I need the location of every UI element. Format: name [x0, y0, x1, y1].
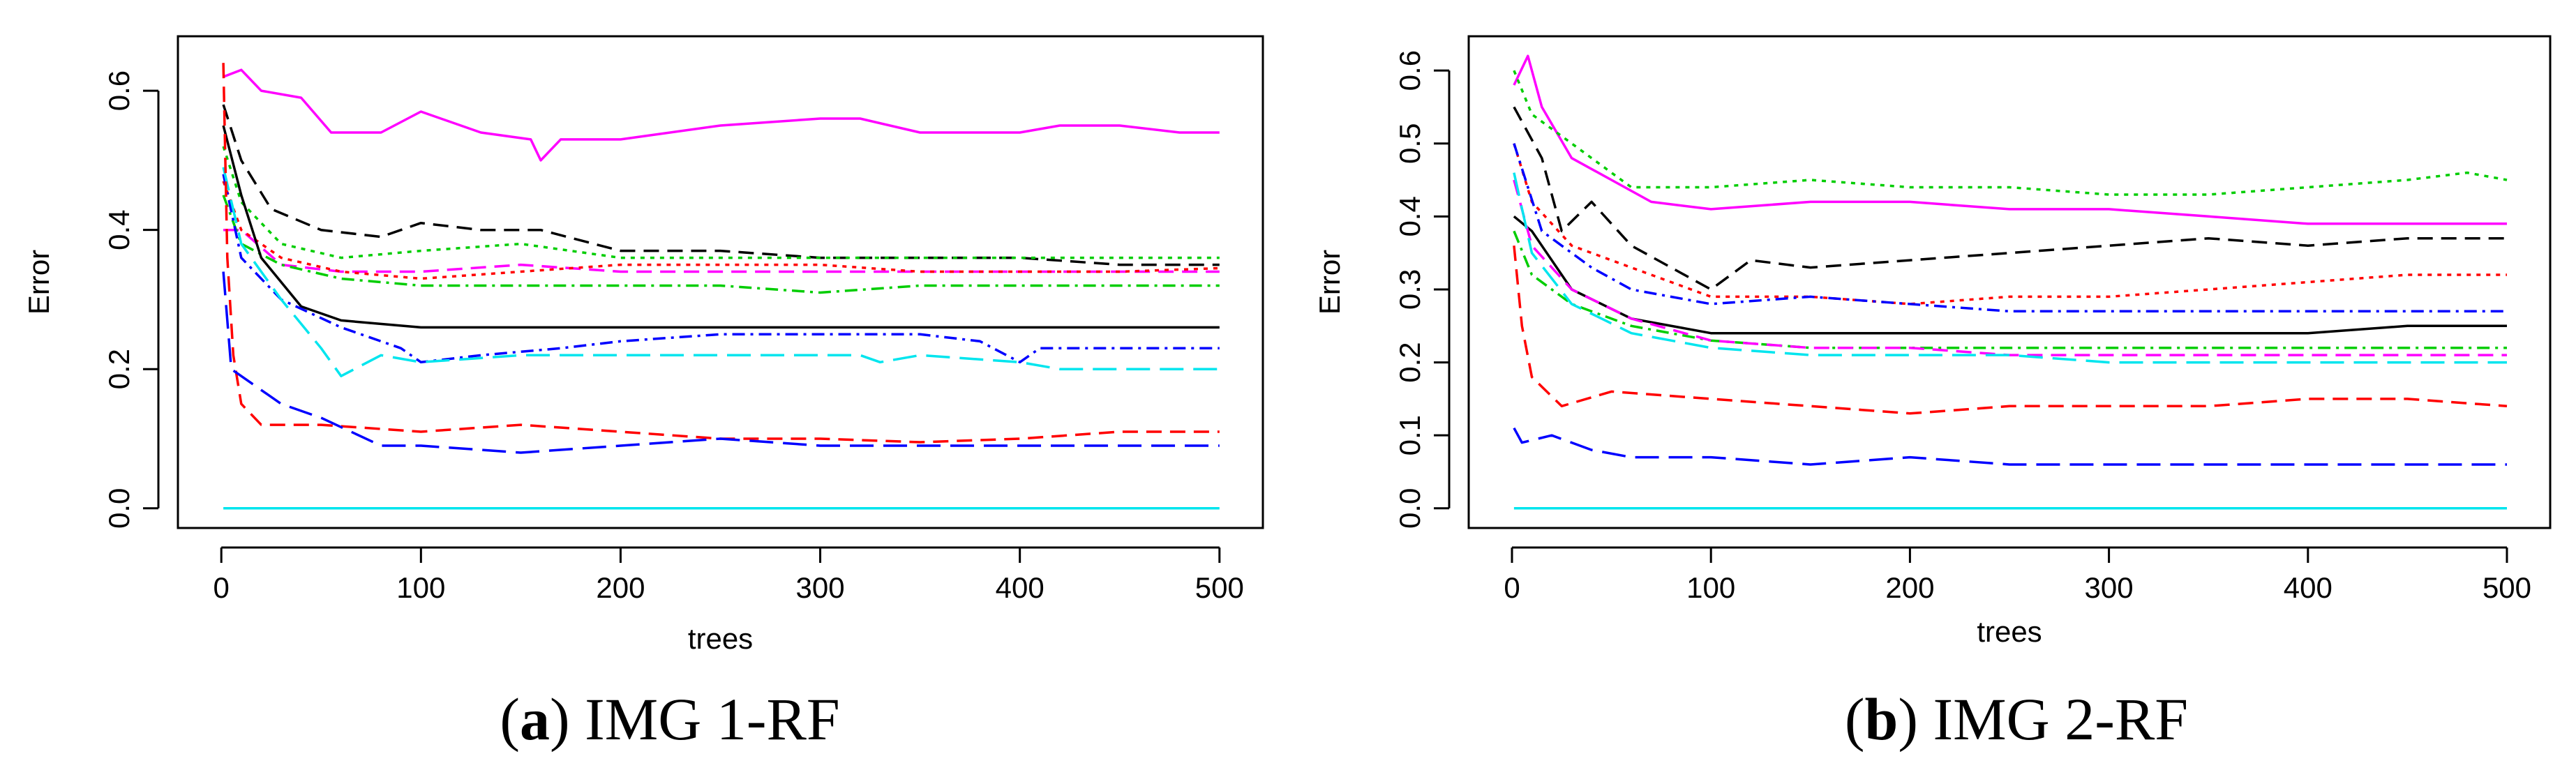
series-black-solid [222, 125, 1220, 329]
x-tick-label: 100 [1686, 571, 1735, 604]
series-green-dot [1513, 70, 2508, 196]
x-axis-label: trees [1977, 615, 2042, 648]
x-tick-label: 100 [396, 571, 445, 604]
series-black-dash [222, 104, 1220, 266]
series-blue-longdash [1513, 427, 2507, 466]
y-tick-label: 0.6 [103, 70, 135, 111]
x-tick-label: 0 [214, 571, 230, 604]
y-axis-label: Error [22, 250, 55, 315]
series-red-dash [1513, 246, 2508, 415]
series-black-dash [1513, 106, 2507, 291]
series-cyan-dash [1513, 172, 2507, 364]
series-red-dot [1513, 143, 2507, 305]
x-tick-label: 400 [996, 571, 1044, 604]
y-tick-label: 0.5 [1393, 123, 1426, 164]
plot-frame [177, 35, 1264, 529]
y-tick-label: 0.2 [1393, 342, 1426, 382]
series-green-dot [222, 146, 1220, 259]
y-tick-label: 0.0 [103, 488, 135, 529]
series-blue-dashdot [222, 174, 1220, 364]
y-axis-label: Error [1313, 250, 1346, 315]
y-tick-label: 0.6 [1393, 50, 1426, 91]
x-axis-label: trees [688, 622, 753, 655]
y-tick-label: 0.1 [1393, 415, 1426, 455]
x-tick-label: 300 [796, 571, 845, 604]
y-tick-label: 0.4 [103, 209, 135, 250]
y-tick-label: 0.0 [1393, 488, 1426, 529]
series-cyan-dash [222, 167, 1220, 377]
series-magenta-dash [1513, 179, 2507, 356]
x-tick-label: 300 [2085, 571, 2134, 604]
series-blue-longdash [222, 271, 1220, 454]
plot-frame [1467, 35, 2552, 529]
series-magenta-solid [223, 68, 1220, 162]
x-tick-label: 400 [2284, 571, 2332, 604]
x-tick-label: 500 [2483, 571, 2531, 604]
chart-panel-b: 0 100 200 300 400 500 0.0 0.1 0.2 0.3 0.4 0.5 0.6 tre… [1313, 35, 2552, 753]
panel-caption: (a) IMG 1-RF [500, 686, 839, 753]
series-magenta-solid [1513, 54, 2507, 225]
y-tick-label: 0.3 [1393, 269, 1426, 310]
x-tick-label: 500 [1195, 571, 1244, 604]
series-red-dash [222, 63, 1220, 444]
series-black-solid [1513, 215, 2507, 335]
series-red-dot [222, 181, 1220, 280]
series-blue-dashdot [1513, 143, 2507, 313]
y-tick-label: 0.2 [103, 349, 135, 389]
chart-panel-a: 0 100 200 300 400 500 0.0 0.2 0.4 0.6 trees Error (a… [22, 35, 1264, 753]
panel-caption: (b) IMG 2-RF [1845, 686, 2188, 753]
x-tick-label: 200 [1885, 571, 1934, 604]
x-tick-label: 0 [1504, 571, 1520, 604]
series-green-dashdot [222, 195, 1220, 294]
y-tick-label: 0.4 [1393, 196, 1426, 236]
x-tick-label: 200 [596, 571, 645, 604]
